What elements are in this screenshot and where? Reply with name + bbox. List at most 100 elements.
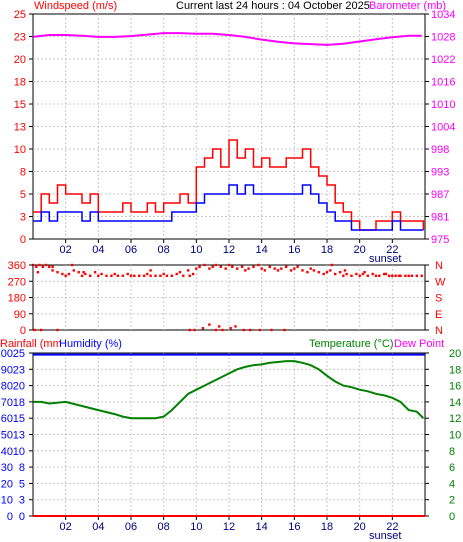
windspeed-tick-label: 15 [14, 99, 26, 111]
direction-point [208, 323, 211, 326]
direction-point [77, 271, 80, 274]
direction-point [97, 274, 100, 277]
direction-point [268, 265, 271, 268]
humidity-tick-label: 50 [1, 430, 13, 442]
direction-point [374, 274, 378, 277]
direction-point [67, 272, 71, 276]
rainfall-tick-label: 0 [19, 511, 25, 523]
direction-point [146, 272, 149, 276]
direction-point [188, 328, 191, 332]
direction-point [208, 267, 211, 270]
temperature-tick-label: 10 [449, 430, 461, 442]
direction-point [312, 269, 316, 272]
temperature-tick-label: 0 [449, 511, 455, 523]
x-tick-label: 10 [190, 521, 202, 533]
direction-point [191, 272, 195, 276]
direction-point [309, 267, 312, 270]
windspeed-tick-label: 0 [20, 234, 26, 246]
direction-degree-label: 360 [8, 260, 26, 272]
direction-point [306, 271, 309, 274]
windspeed-barometer-panel: 0358101315182023259759819879939981004101… [14, 9, 456, 256]
x-tick-label: 10 [190, 244, 202, 256]
x-tick-label: 16 [288, 521, 300, 533]
direction-point [350, 274, 353, 277]
direction-point [236, 267, 239, 270]
barometer-tick-label: 1016 [431, 77, 455, 89]
direction-point [229, 327, 232, 330]
direction-point [387, 274, 391, 277]
humidity-tick-label: 20 [1, 478, 13, 490]
direction-point [195, 267, 198, 270]
direction-point [289, 269, 293, 272]
direction-point [82, 271, 85, 274]
x-tick-label: 14 [256, 521, 268, 533]
direction-point [293, 267, 296, 270]
direction-point [51, 269, 54, 272]
direction-point [188, 274, 191, 277]
barometer-tick-label: 975 [431, 234, 449, 246]
rainfall-tick-label: 23 [13, 364, 25, 376]
panel2-grid [33, 265, 425, 330]
direction-point [345, 272, 348, 276]
direction-point [355, 272, 358, 276]
direction-point [252, 265, 255, 268]
humidity-tick-label: 40 [1, 446, 13, 458]
direction-point [276, 269, 280, 272]
direction-point [391, 274, 394, 277]
rainfall-tick-label: 13 [13, 430, 25, 442]
x-tick-label: 04 [92, 521, 104, 533]
direction-point [404, 274, 407, 277]
windspeed-tick-label: 3 [20, 212, 26, 224]
rainfall-tick-label: 18 [13, 397, 25, 409]
x-tick-label: 22 [386, 244, 398, 256]
direction-point [415, 274, 418, 277]
x-tick-label: 08 [158, 521, 170, 533]
direction-point [33, 328, 36, 332]
direction-point [175, 272, 178, 276]
direction-point [126, 272, 129, 276]
direction-point [273, 267, 276, 270]
direction-point [263, 269, 267, 272]
direction-point [325, 271, 329, 274]
direction-point [187, 269, 190, 272]
sunset-label-bottom: sunset [369, 530, 401, 542]
direction-point [285, 265, 288, 268]
rainfall-tick-label: 20 [13, 381, 25, 393]
humidity-tick-label: 90 [1, 364, 13, 376]
direction-point [80, 274, 84, 277]
x-tick-label: 02 [60, 521, 72, 533]
direction-point [221, 328, 224, 332]
direction-point [36, 271, 40, 274]
direction-point [301, 269, 304, 272]
direction-point [358, 274, 361, 277]
x-tick-label: 12 [223, 521, 235, 533]
humidity-tick-label: 10 [1, 495, 13, 507]
direction-point [227, 263, 231, 267]
temperature-tick-label: 16 [449, 381, 461, 393]
barometer-tick-label: 981 [431, 212, 449, 224]
direction-point [64, 274, 67, 277]
barometer-tick-label: 1004 [431, 122, 455, 134]
direction-point [84, 272, 87, 276]
windspeed-tick-label: 10 [14, 144, 26, 156]
direction-point [159, 274, 162, 277]
direction-point [165, 274, 169, 277]
direction-point [201, 327, 205, 330]
direction-point [334, 272, 337, 276]
direction-degree-label: 0 [20, 325, 26, 337]
direction-point [170, 274, 173, 277]
direction-point [198, 265, 201, 268]
direction-point [203, 263, 206, 267]
direction-point [270, 328, 273, 332]
direction-point [182, 274, 185, 277]
x-tick-label: 08 [158, 244, 170, 256]
direction-point [420, 274, 423, 277]
barometer-label: Barometer (mb) [369, 0, 446, 12]
direction-point [224, 267, 227, 270]
direction-point [397, 274, 401, 277]
direction-point [394, 274, 397, 277]
direction-point [193, 328, 196, 332]
temperature-tick-label: 14 [449, 397, 461, 409]
x-tick-label: 20 [354, 244, 366, 256]
